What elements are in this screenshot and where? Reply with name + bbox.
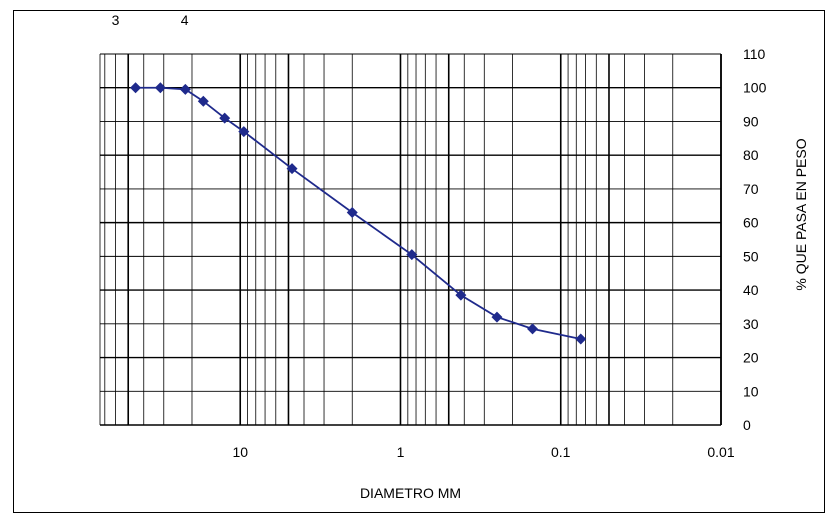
data-point xyxy=(197,95,209,107)
y-tick-label: 70 xyxy=(743,181,759,197)
x-tick-label: 10 xyxy=(232,444,248,460)
y-tick-label: 80 xyxy=(743,147,759,163)
data-point xyxy=(219,112,231,124)
y-tick-label: 10 xyxy=(743,383,759,399)
y-tick-label: 40 xyxy=(743,282,759,298)
y-tick-label: 0 xyxy=(743,417,751,433)
top-partial-label: 4 xyxy=(181,12,189,28)
y-tick-label: 90 xyxy=(743,113,759,129)
data-point xyxy=(527,323,539,335)
y-axis-title: % QUE PASA EN PESO xyxy=(793,138,809,290)
data-point xyxy=(406,249,418,261)
x-tick-label: 1 xyxy=(397,444,405,460)
data-point xyxy=(455,289,467,301)
data-point xyxy=(346,207,358,219)
y-tick-label: 20 xyxy=(743,350,759,366)
data-point xyxy=(286,163,298,175)
data-point xyxy=(575,333,587,345)
x-tick-label: 0.1 xyxy=(551,444,571,460)
top-partial-label: 3 xyxy=(112,12,120,28)
y-tick-label: 110 xyxy=(743,46,766,62)
y-tick-label: 50 xyxy=(743,248,759,264)
gradation-chart: 10 1 0.1 0.01 0 10 20 30 40 50 60 70 80 90 100 110 3 4 DI… xyxy=(99,12,809,501)
data-point xyxy=(130,82,142,94)
data-point xyxy=(179,83,191,95)
x-tick-label: 0.01 xyxy=(707,444,734,460)
y-tick-label: 60 xyxy=(743,215,759,231)
series-line xyxy=(135,86,581,340)
series-layer xyxy=(130,82,587,345)
data-point xyxy=(154,82,166,94)
x-axis-title: DIAMETRO MM xyxy=(360,485,461,501)
grid xyxy=(99,53,722,426)
axis-titles: DIAMETRO MM % QUE PASA EN PESO xyxy=(360,138,809,501)
y-tick-label: 100 xyxy=(743,80,767,96)
data-point xyxy=(491,311,503,323)
y-tick-label: 30 xyxy=(743,316,759,332)
chart-frame: 10 1 0.1 0.01 0 10 20 30 40 50 60 70 80 90 100 110 3 4 DI… xyxy=(13,10,825,513)
tick-layer: 10 1 0.1 0.01 0 10 20 30 40 50 60 70 80 90 100 110 3 4 xyxy=(112,12,767,460)
